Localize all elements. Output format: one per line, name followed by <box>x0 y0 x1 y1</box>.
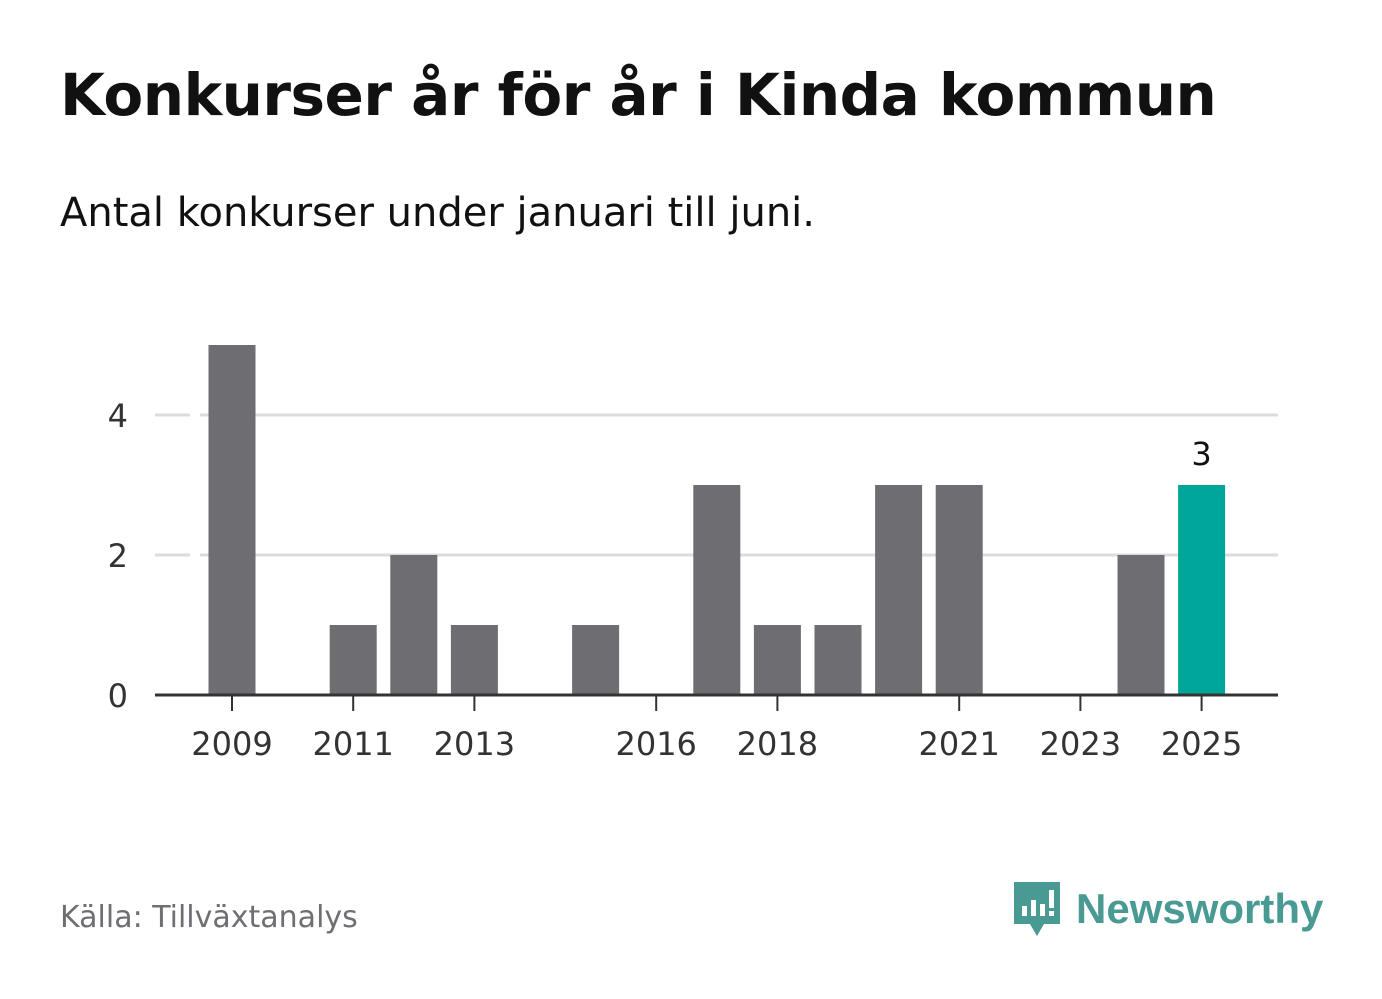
bar-2021 <box>935 485 983 695</box>
bar-2013 <box>450 625 498 695</box>
bar-2024 <box>1117 555 1165 695</box>
chart-title: Konkurser år för år i Kinda kommun <box>60 61 1217 129</box>
bar-2020 <box>875 485 923 695</box>
x-tick-label: 2016 <box>615 725 696 763</box>
chart-subtitle: Antal konkurser under januari till juni. <box>60 190 815 236</box>
labels: 0 2 4 2009 2011 2013 2016 2018 2021 2023 2025 3 <box>108 397 1243 763</box>
bar-2018 <box>753 625 801 695</box>
bar-2012 <box>390 555 438 695</box>
x-tick-label: 2023 <box>1040 725 1121 763</box>
bars <box>208 345 1226 695</box>
brand-name: Newsworthy <box>1076 885 1324 932</box>
y-tick-label: 2 <box>108 537 128 575</box>
x-tick-label: 2009 <box>191 725 272 763</box>
x-tick-label: 2011 <box>312 725 393 763</box>
bar-2019 <box>814 625 862 695</box>
newsworthy-logo: Newsworthy <box>1010 878 1323 940</box>
y-tick-label: 4 <box>108 397 128 435</box>
x-tick-label: 2025 <box>1161 725 1242 763</box>
x-axis <box>155 693 1278 711</box>
bar-2017 <box>693 485 741 695</box>
newsworthy-logo-icon <box>1014 882 1060 936</box>
bar-2015 <box>572 625 620 695</box>
x-tick-label: 2013 <box>434 725 515 763</box>
y-tick-label: 0 <box>108 677 128 715</box>
x-tick-label: 2021 <box>918 725 999 763</box>
x-tick-label: 2018 <box>737 725 818 763</box>
bar-2025 <box>1178 485 1226 695</box>
source-note: Källa: Tillväxtanalys <box>60 900 358 935</box>
bar-2011 <box>329 625 377 695</box>
data-label-2025: 3 <box>1191 435 1211 473</box>
bar-2009 <box>208 345 256 695</box>
